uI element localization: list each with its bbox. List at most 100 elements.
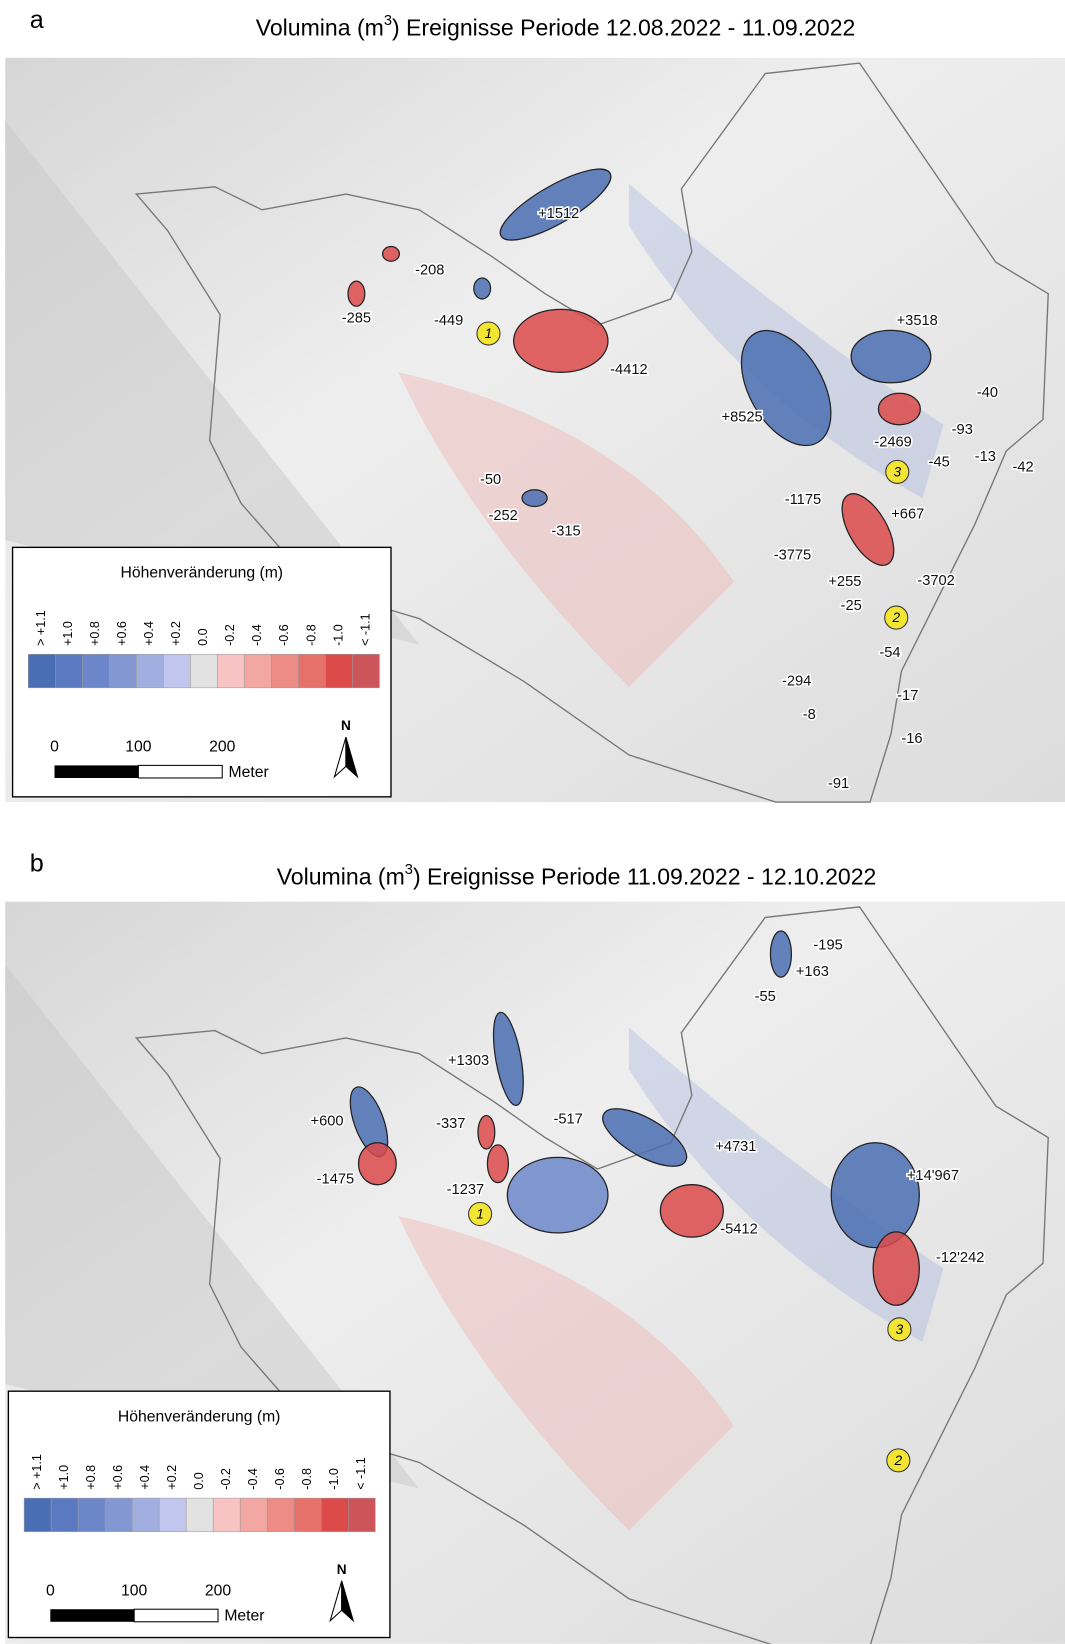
site-number: 2 [891, 610, 900, 625]
legend-class: < -1.1 [358, 613, 372, 645]
site-number: 3 [896, 1322, 904, 1337]
event-area [522, 490, 547, 507]
legend-swatch [348, 1498, 375, 1532]
legend-swatch [294, 1498, 321, 1532]
legend-swatch [82, 654, 109, 688]
legend-class: > +1.1 [30, 1454, 44, 1490]
volume-label: +8525 [722, 409, 763, 425]
panel-title: Volumina (m3) Ereignisse Periode 12.08.2… [256, 13, 856, 41]
volume-label: -55 [755, 989, 776, 1005]
volume-label: -16 [901, 731, 922, 747]
legend-class: +0.8 [84, 1465, 98, 1490]
volume-label: -93 [952, 422, 973, 438]
north-label: N [337, 1562, 347, 1577]
volume-label: -195 [813, 938, 842, 954]
volume-label: -3702 [917, 573, 955, 589]
event-area [851, 330, 931, 382]
volume-label: -54 [879, 645, 900, 661]
legend-swatch [267, 1498, 294, 1532]
legend-class: +0.6 [111, 1465, 125, 1490]
event-area [348, 281, 365, 306]
legend-swatch [240, 1498, 267, 1532]
legend-swatch [51, 1498, 78, 1532]
legend-class: +0.4 [142, 621, 156, 646]
volume-label: -1237 [447, 1182, 485, 1198]
scale-bar-white [134, 1609, 218, 1622]
scale-label: 200 [209, 739, 235, 756]
site-number: 1 [476, 1207, 484, 1222]
legend-swatch [24, 1498, 51, 1532]
volume-label: -17 [897, 688, 918, 704]
north-label: N [341, 718, 351, 733]
legend-swatch [78, 1498, 105, 1532]
legend-class: +1.0 [57, 1465, 71, 1490]
event-area [514, 309, 608, 372]
legend-swatch [325, 654, 352, 688]
volume-label: -12'242 [936, 1250, 984, 1266]
volume-label: -1475 [317, 1171, 355, 1187]
volume-label: +14'967 [907, 1168, 959, 1184]
volume-label: -449 [434, 313, 463, 329]
site-number: 1 [485, 326, 493, 341]
volume-label: -42 [1012, 460, 1033, 476]
volume-label: -4412 [610, 362, 648, 378]
volume-label: +163 [796, 964, 829, 980]
event-area [474, 278, 491, 299]
scale-label: 0 [50, 739, 59, 756]
event-area [507, 1157, 608, 1232]
site-number: 2 [894, 1453, 903, 1468]
volume-label: -252 [488, 508, 517, 524]
panel-letter: a [30, 6, 44, 34]
legend-class: -0.4 [250, 624, 264, 646]
legend-class: -0.2 [223, 624, 237, 646]
legend-class: > +1.1 [34, 610, 48, 646]
title-superscript: 3 [405, 862, 413, 878]
scale-bar-black [50, 1609, 134, 1622]
site-number: 3 [893, 465, 901, 480]
scale-unit: Meter [229, 764, 269, 781]
legend-title: Höhenveränderung (m) [118, 1409, 281, 1426]
volume-label: -3775 [774, 548, 812, 564]
title-text: Volumina (m [277, 864, 405, 890]
legend-class: < -1.1 [354, 1457, 368, 1489]
legend-swatch [271, 654, 298, 688]
scale-label: 100 [121, 1583, 147, 1600]
legend-class: +0.4 [138, 1465, 152, 1490]
volume-label: -8 [803, 707, 816, 723]
volume-label: -40 [977, 385, 998, 401]
legend-swatch [105, 1498, 132, 1532]
volume-label: -337 [436, 1116, 465, 1132]
volume-label: +4731 [715, 1139, 756, 1155]
legend-class: +0.2 [169, 621, 183, 646]
volume-label: +255 [828, 574, 861, 590]
volume-label: -5412 [720, 1222, 758, 1238]
volume-label: -13 [975, 449, 996, 465]
volume-label: -1175 [785, 492, 821, 508]
volume-label: +3518 [897, 313, 938, 329]
event-area [487, 1145, 508, 1183]
event-area [873, 1232, 919, 1305]
scale-label: 100 [125, 739, 151, 756]
legend-class: -0.6 [277, 624, 291, 646]
event-area [770, 931, 791, 977]
volume-label: -315 [551, 524, 580, 540]
legend-swatch [217, 654, 244, 688]
title-superscript: 3 [384, 13, 392, 29]
legend-swatch [190, 654, 217, 688]
volume-label: -294 [782, 673, 811, 689]
scale-bar-white [138, 765, 222, 778]
legend-swatch [109, 654, 136, 688]
legend-swatch [28, 654, 55, 688]
event-area [358, 1143, 396, 1185]
legend-class: 0.0 [192, 1472, 206, 1489]
legend-class: +0.2 [165, 1465, 179, 1490]
legend-class: 0.0 [196, 628, 210, 645]
legend-class: +0.8 [88, 621, 102, 646]
legend-class: -0.2 [219, 1468, 233, 1490]
legend-class: -0.8 [300, 1468, 314, 1490]
legend-class: -1.0 [331, 624, 345, 646]
event-area [478, 1116, 495, 1150]
title-text: ) Ereignisse Periode 11.09.2022 - 12.10.… [413, 864, 876, 890]
legend-swatch [159, 1498, 186, 1532]
legend-swatch [163, 654, 190, 688]
